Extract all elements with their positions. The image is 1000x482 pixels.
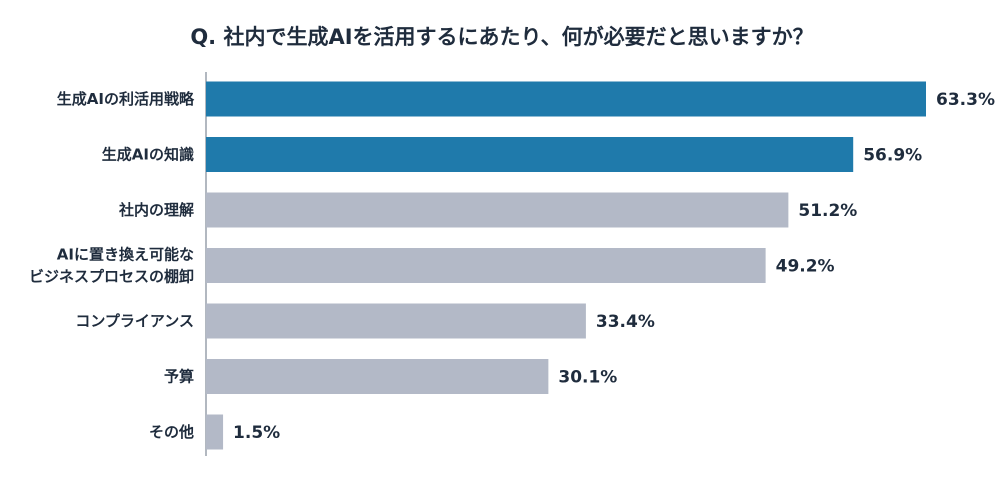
bars-group: 63.3% 生成AIの利活用戦略 56.9% 生成AIの知識 51.2% 社内の理解 49.… <box>29 81 995 450</box>
category-label-2: 社内の理解 <box>118 201 194 219</box>
bar-1 <box>206 137 854 172</box>
category-label-1: 生成AIの知識 <box>102 146 194 164</box>
chart-title: Q. 社内で生成AIを活用するにあたり、何が必要だと思いますか？ <box>190 25 813 49</box>
category-label-4: コンプライアンス <box>75 312 194 330</box>
value-label-4: 33.4% <box>596 312 655 332</box>
category-label-3-line-1: ビジネスプロセスの棚卸 <box>29 268 194 286</box>
bar-2 <box>206 192 789 228</box>
bar-5 <box>206 359 549 394</box>
bar-0 <box>206 81 926 117</box>
category-label-5: 予算 <box>164 368 194 386</box>
value-label-5: 30.1% <box>558 368 617 388</box>
category-label-6: その他 <box>149 423 194 441</box>
value-label-1: 56.9% <box>863 146 922 166</box>
value-label-0: 63.3% <box>936 90 995 110</box>
value-label-2: 51.2% <box>798 201 857 221</box>
value-label-3: 49.2% <box>776 257 835 277</box>
category-label-0: 生成AIの利活用戦略 <box>57 90 195 108</box>
category-label-3-line-0: AIに置き換え可能な <box>57 246 194 264</box>
bar-3 <box>206 248 766 283</box>
bar-4 <box>206 303 586 339</box>
value-label-6: 1.5% <box>233 423 280 443</box>
bar-6 <box>206 414 224 450</box>
